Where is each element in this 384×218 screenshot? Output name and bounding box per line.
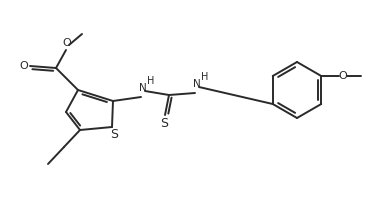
Text: N: N	[193, 79, 201, 89]
Text: O: O	[63, 38, 71, 48]
Text: N: N	[139, 83, 147, 93]
Text: H: H	[147, 76, 155, 86]
Text: S: S	[160, 116, 168, 129]
Text: O: O	[339, 71, 348, 81]
Text: H: H	[201, 72, 209, 82]
Text: S: S	[110, 128, 118, 141]
Text: O: O	[20, 61, 28, 71]
